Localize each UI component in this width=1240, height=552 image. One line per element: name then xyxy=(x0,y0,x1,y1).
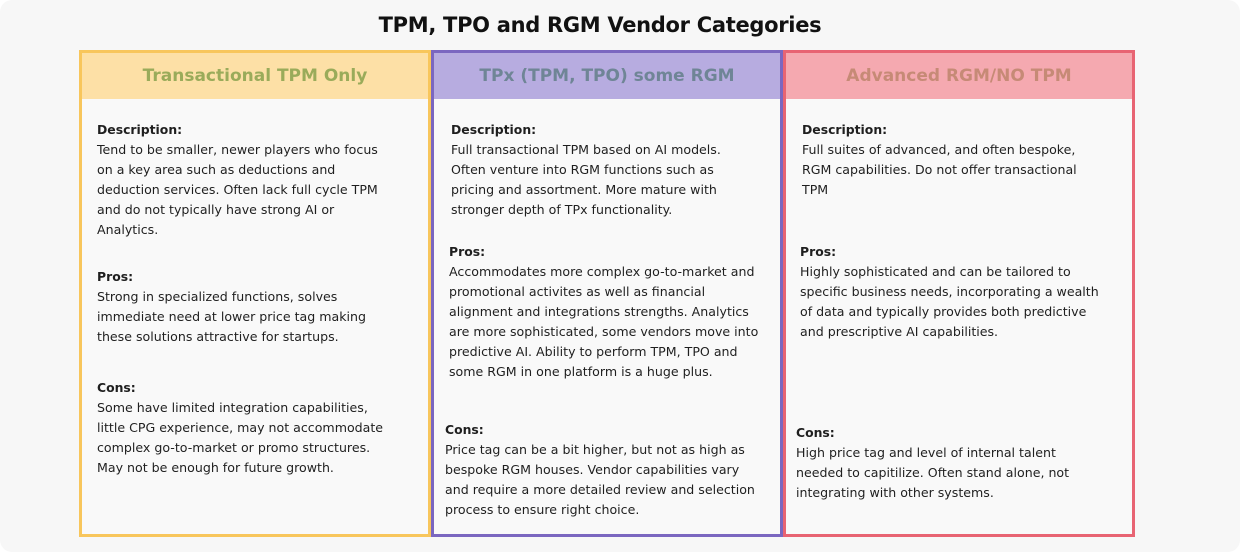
pros-text: Strong in specialized functions, solves … xyxy=(97,289,367,344)
description-text: Full suites of advanced, and often bespo… xyxy=(802,142,1077,197)
column-header: Advanced RGM/NO TPM xyxy=(786,53,1132,99)
pros-text: Highly sophisticated and can be tailored… xyxy=(800,264,1099,339)
description-label: Description: xyxy=(802,122,888,137)
diagram-title: TPM, TPO and RGM Vendor Categories xyxy=(378,13,822,37)
column-transactional-tpm: Transactional TPM Only Description: Tend… xyxy=(79,50,431,537)
description-text: Tend to be smaller, newer players who fo… xyxy=(97,142,378,237)
cons-label: Cons: xyxy=(97,380,136,395)
cons-text: High price tag and level of internal tal… xyxy=(796,445,1070,500)
cons-text: Price tag can be a bit higher, but not a… xyxy=(445,442,755,517)
description-section: Description: Full suites of advanced, an… xyxy=(802,120,1102,200)
column-advanced-rgm: Advanced RGM/NO TPM Description: Full su… xyxy=(783,50,1135,537)
cons-section: Cons: Some have limited integration capa… xyxy=(97,378,397,478)
pros-label: Pros: xyxy=(800,244,837,259)
pros-section: Pros: Accommodates more complex go-to-ma… xyxy=(449,242,763,382)
description-section: Description: Full transactional TPM base… xyxy=(451,120,751,220)
cons-section: Cons: High price tag and level of intern… xyxy=(796,423,1102,503)
pros-section: Pros: Strong in specialized functions, s… xyxy=(97,267,397,347)
cons-label: Cons: xyxy=(796,425,835,440)
pros-label: Pros: xyxy=(449,244,486,259)
description-label: Description: xyxy=(97,122,183,137)
column-header: Transactional TPM Only xyxy=(82,53,428,99)
column-tpx-some-rgm: TPx (TPM, TPO) some RGM Description: Ful… xyxy=(431,50,783,537)
pros-section: Pros: Highly sophisticated and can be ta… xyxy=(800,242,1104,342)
cons-text: Some have limited integration capabiliti… xyxy=(97,400,384,475)
pros-label: Pros: xyxy=(97,269,134,284)
description-section: Description: Tend to be smaller, newer p… xyxy=(97,120,397,240)
cons-section: Cons: Price tag can be a bit higher, but… xyxy=(445,420,757,520)
column-header: TPx (TPM, TPO) some RGM xyxy=(434,53,780,99)
description-label: Description: xyxy=(451,122,537,137)
pros-text: Accommodates more complex go-to-market a… xyxy=(449,264,759,379)
description-text: Full transactional TPM based on AI model… xyxy=(451,142,721,217)
cons-label: Cons: xyxy=(445,422,484,437)
